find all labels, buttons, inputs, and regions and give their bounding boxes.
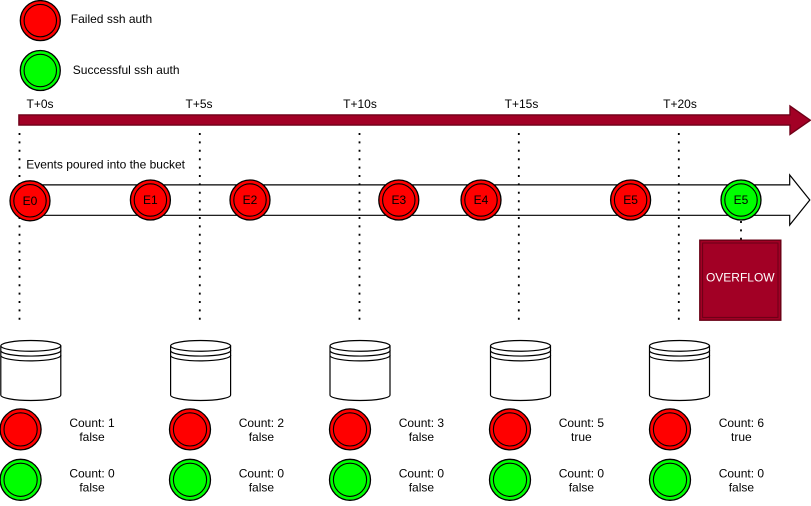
svg-text:E2: E2 <box>243 193 258 207</box>
svg-text:T+20s: T+20s <box>663 97 697 111</box>
svg-text:T+5s: T+5s <box>185 97 212 111</box>
svg-text:E5: E5 <box>734 193 749 207</box>
svg-text:E5: E5 <box>623 193 638 207</box>
svg-text:Count: 5: Count: 5 <box>559 416 605 430</box>
svg-text:false: false <box>79 480 105 494</box>
svg-text:T+10s: T+10s <box>343 97 377 111</box>
svg-text:Count: 1: Count: 1 <box>69 416 115 430</box>
svg-text:false: false <box>569 480 595 494</box>
svg-text:false: false <box>409 480 435 494</box>
svg-text:false: false <box>249 480 275 494</box>
svg-text:false: false <box>409 430 435 444</box>
svg-text:E1: E1 <box>143 193 158 207</box>
svg-text:false: false <box>249 430 275 444</box>
svg-text:E4: E4 <box>474 193 489 207</box>
svg-text:Count: 0: Count: 0 <box>559 466 605 480</box>
svg-text:E3: E3 <box>391 193 406 207</box>
svg-text:Count: 0: Count: 0 <box>239 466 285 480</box>
svg-text:Events poured into the bucket: Events poured into the bucket <box>26 158 185 172</box>
svg-text:Count: 0: Count: 0 <box>719 466 765 480</box>
svg-text:Count: 0: Count: 0 <box>399 466 445 480</box>
svg-text:E0: E0 <box>23 194 38 208</box>
svg-text:true: true <box>731 430 752 444</box>
svg-text:T+0s: T+0s <box>26 97 53 111</box>
svg-text:false: false <box>79 430 105 444</box>
svg-text:Count: 6: Count: 6 <box>719 416 765 430</box>
svg-text:Successful ssh auth: Successful ssh auth <box>73 63 180 77</box>
svg-text:Count: 2: Count: 2 <box>239 416 285 430</box>
svg-text:false: false <box>729 480 755 494</box>
svg-text:Count: 0: Count: 0 <box>69 466 115 480</box>
svg-text:OVERFLOW: OVERFLOW <box>706 271 775 285</box>
svg-text:Count: 3: Count: 3 <box>399 416 445 430</box>
svg-text:true: true <box>571 430 592 444</box>
svg-text:Failed ssh auth: Failed ssh auth <box>71 12 152 26</box>
svg-text:T+15s: T+15s <box>505 97 539 111</box>
